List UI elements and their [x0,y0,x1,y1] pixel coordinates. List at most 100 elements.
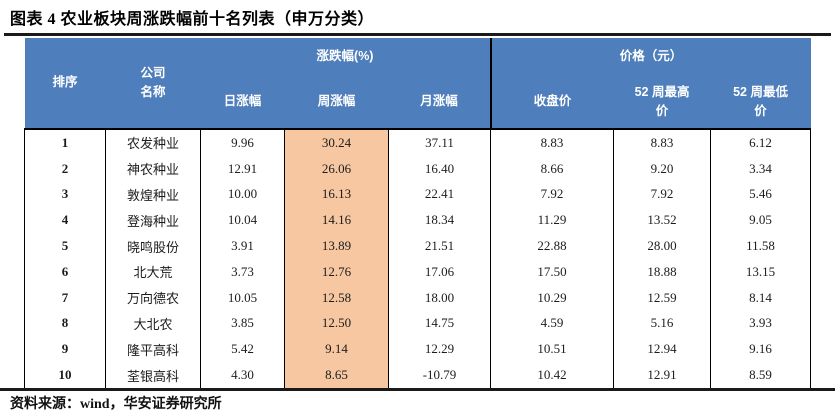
table-row: 4 登海种业 10.04 14.16 18.34 11.29 13.52 9.05 [24,207,812,234]
table-row: 8 大北农 3.85 12.50 14.75 4.59 5.16 3.93 [24,310,812,337]
table-row: 3 敦煌种业 10.00 16.13 22.41 7.92 7.92 5.46 [24,181,812,208]
cell-daily: 10.00 [200,181,285,208]
cell-daily: 12.91 [200,155,285,182]
cell-monthly: 37.11 [387,129,491,156]
table-body: 1 农发种业 9.96 30.24 37.11 8.83 8.83 6.12 2 神农种业 12.9… [24,129,812,388]
cell-high52: 7.92 [613,181,711,208]
col-group-price: 价格（元） [489,38,811,76]
cell-close: 17.50 [490,258,614,285]
cell-close: 10.29 [490,284,614,311]
cell-high52: 9.20 [613,155,711,182]
cell-close: 7.92 [490,181,614,208]
table-row: 2 神农种业 12.91 26.06 16.40 8.66 9.20 3.34 [24,155,812,182]
col-header-close: 收盘价 [489,76,614,129]
cell-high52: 12.94 [613,336,711,363]
cell-daily: 4.30 [200,362,285,388]
cell-high52: 18.88 [613,258,711,285]
cell-low52: 11.58 [710,233,812,259]
cell-rank: 2 [24,155,106,182]
cell-close: 4.59 [490,310,614,337]
cell-rank: 7 [24,284,106,311]
cell-daily: 10.04 [200,207,285,234]
cell-company: 登海种业 [105,207,201,234]
cell-close: 11.29 [490,207,614,234]
cell-weekly: 12.58 [284,284,389,311]
cell-company: 隆平高科 [105,336,201,363]
cell-weekly: 26.06 [284,155,389,182]
cell-weekly: 16.13 [284,181,389,208]
table-row: 5 晓鸣股份 3.91 13.89 21.51 22.88 28.00 11.58 [24,233,812,259]
col-header-company: 公司 名称 [105,38,201,129]
title-divider-rule [4,33,831,36]
table-row: 9 隆平高科 5.42 9.14 12.29 10.51 12.94 9.16 [24,336,812,363]
cell-low52: 9.05 [710,207,812,234]
header-sub-row: 日涨幅 周涨幅 月涨幅 收盘价 52 周最高 价 52 周最低 价 [25,76,811,129]
table-header: 排序 公司 名称 涨跌幅(%) 价格（元） 日涨幅 周涨幅 月涨幅 收盘价 52… [24,38,811,129]
cell-low52: 9.16 [710,336,812,363]
cell-company: 神农种业 [105,155,201,182]
table-row: 6 北大荒 3.73 12.76 17.06 17.50 18.88 13.15 [24,258,812,285]
cell-weekly: 12.50 [284,310,389,337]
col-header-monthly: 月涨幅 [388,76,491,129]
cell-rank: 9 [24,336,106,363]
cell-rank: 4 [24,207,106,234]
header-group-row: 排序 公司 名称 涨跌幅(%) 价格（元） [24,38,811,129]
cell-daily: 3.85 [200,310,285,337]
col-header-weekly: 周涨幅 [284,76,389,129]
cell-company: 北大荒 [105,258,201,285]
cell-company: 大北农 [105,310,201,337]
figure-title: 图表 4 农业板块周涨跌幅前十名列表（申万分类） [10,11,375,28]
cell-monthly: 17.06 [387,258,491,285]
cell-monthly: 21.51 [387,233,491,259]
cell-monthly: 18.34 [387,207,491,234]
cell-company: 晓鸣股份 [105,233,201,259]
cell-daily: 3.91 [200,233,285,259]
cell-company: 敦煌种业 [105,181,201,208]
cell-rank: 3 [24,181,106,208]
col-header-rank: 排序 [24,38,106,129]
cell-rank: 5 [24,233,106,259]
cell-high52: 8.83 [613,129,711,156]
cell-close: 22.88 [490,233,614,259]
cell-monthly: 18.00 [387,284,491,311]
cell-weekly: 30.24 [284,129,389,156]
cell-daily: 5.42 [200,336,285,363]
ranking-table: 排序 公司 名称 涨跌幅(%) 价格（元） 日涨幅 周涨幅 月涨幅 收盘价 52… [24,38,812,388]
bottom-divider-rule [0,388,835,391]
cell-monthly: -10.79 [387,362,491,388]
cell-company: 万向德农 [105,284,201,311]
col-header-52w-low: 52 周最低 价 [710,76,811,129]
cell-low52: 8.14 [710,284,812,311]
col-group-change: 涨跌幅(%) [200,38,491,76]
source-note: 资料来源：wind，华安证券研究所 [10,397,222,412]
cell-close: 8.83 [490,129,614,156]
cell-rank: 8 [24,310,106,337]
cell-low52: 13.15 [710,258,812,285]
cell-weekly: 14.16 [284,207,389,234]
table-row: 7 万向德农 10.05 12.58 18.00 10.29 12.59 8.14 [24,284,812,311]
cell-close: 8.66 [490,155,614,182]
cell-close: 10.51 [490,336,614,363]
cell-high52: 28.00 [613,233,711,259]
cell-rank: 1 [24,129,106,156]
cell-company: 农发种业 [105,129,201,156]
cell-rank: 10 [24,362,106,388]
table-row: 10 荃银高科 4.30 8.65 -10.79 10.42 12.91 8.59 [24,362,812,388]
cell-close: 10.42 [490,362,614,388]
cell-monthly: 22.41 [387,181,491,208]
cell-high52: 12.91 [613,362,711,388]
cell-high52: 5.16 [613,310,711,337]
cell-high52: 13.52 [613,207,711,234]
table-row: 1 农发种业 9.96 30.24 37.11 8.83 8.83 6.12 [24,129,812,156]
cell-weekly: 12.76 [284,258,389,285]
cell-low52: 8.59 [710,362,812,388]
cell-daily: 3.73 [200,258,285,285]
cell-low52: 6.12 [710,129,812,156]
cell-monthly: 12.29 [387,336,491,363]
cell-weekly: 13.89 [284,233,389,259]
col-header-52w-high: 52 周最高 价 [613,76,711,129]
cell-daily: 10.05 [200,284,285,311]
cell-low52: 3.93 [710,310,812,337]
cell-rank: 6 [24,258,106,285]
